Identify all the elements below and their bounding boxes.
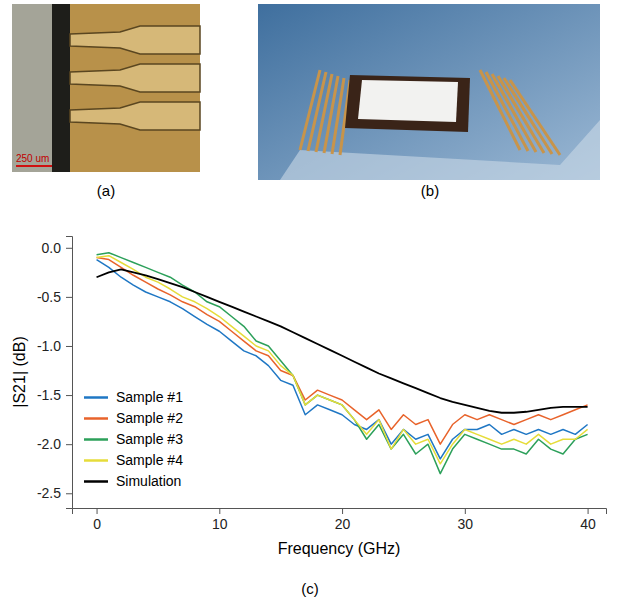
y-tick: 0.0 [42, 240, 72, 256]
legend-swatch [84, 459, 108, 462]
panel-label: (a) [97, 182, 115, 199]
photo-probe-trace [70, 26, 200, 54]
y-tick-mark [66, 395, 72, 396]
legend-label: Sample #1 [116, 389, 183, 405]
photo-background [258, 4, 600, 180]
y-axis-line [66, 237, 73, 509]
series-line [97, 256, 588, 464]
x-tick-label: 0 [93, 516, 101, 532]
photo-lead [316, 74, 332, 152]
y-axis-title: |S21| (dB) [11, 336, 28, 407]
y-tick-label: -2.0 [37, 436, 61, 452]
photo-lead [498, 76, 544, 153]
x-axis: 0 10 20 30 40 [73, 508, 607, 532]
x-tick: 30 [458, 508, 474, 532]
x-tick: 20 [335, 508, 351, 532]
figure: 250 um (a) (b) (c) 0 10 20 30 40 0.0 -0.5 -1.0 -1.5 -… [0, 0, 618, 603]
y-tick-label: -0.5 [37, 289, 61, 305]
legend-swatch [84, 396, 108, 399]
chart: 0 10 20 30 40 0.0 -0.5 -1.0 -1.5 -2.0 -2.5 Frequenc… [11, 237, 607, 558]
photo-lead [324, 76, 338, 153]
x-tick-label: 10 [212, 516, 228, 532]
y-tick: -1.5 [37, 387, 72, 403]
y-axis: 0.0 -0.5 -1.0 -1.5 -2.0 -2.5 [37, 237, 73, 509]
x-tick-mark [588, 508, 589, 514]
photo-lead [504, 78, 552, 154]
x-tick-mark [219, 508, 220, 514]
photo-background [12, 4, 200, 172]
legend-label: Sample #2 [116, 410, 183, 426]
plot-area [97, 253, 588, 474]
x-tick-label: 40 [580, 516, 596, 532]
x-tick: 0 [93, 508, 101, 532]
scale-bar [16, 165, 52, 167]
photo-package [345, 75, 470, 132]
y-tick-mark [66, 444, 72, 445]
y-tick-mark [66, 346, 72, 347]
photo-substrate [12, 4, 52, 172]
x-tick-mark [97, 508, 98, 514]
x-tick: 10 [212, 508, 228, 532]
photo-probe-trace [70, 64, 200, 92]
y-tick: -0.5 [37, 289, 72, 305]
y-tick-label: 0.0 [42, 240, 62, 256]
y-tick-mark [66, 493, 72, 494]
x-axis-title: Frequency (GHz) [278, 540, 401, 557]
legend-swatch [84, 417, 108, 420]
legend-label: Sample #3 [116, 431, 183, 447]
photo-probe-trace [70, 102, 200, 130]
photo-gap [52, 4, 70, 172]
scale-bar-label: 250 um [16, 153, 49, 164]
legend: Sample #1 Sample #2 Sample #3 Sample #4 Simu… [84, 389, 183, 489]
y-tick-mark [66, 297, 72, 298]
x-tick: 40 [580, 508, 596, 532]
y-tick: -2.5 [37, 485, 72, 501]
x-tick-mark [342, 508, 343, 514]
y-tick-label: -1.0 [37, 338, 61, 354]
x-tick-label: 30 [458, 516, 474, 532]
series-line [97, 269, 588, 412]
series-line [97, 258, 588, 445]
legend-swatch [84, 480, 108, 483]
photo-b [258, 4, 600, 180]
legend-label: Sample #4 [116, 452, 183, 468]
photo-chip [358, 80, 458, 122]
photo-lead [510, 80, 560, 155]
x-axis-line [73, 509, 607, 515]
y-tick: -2.0 [37, 436, 72, 452]
legend-swatch [84, 438, 108, 441]
y-tick: -1.0 [37, 338, 72, 354]
y-tick-mark [66, 248, 72, 249]
y-tick-label: -2.5 [37, 485, 61, 501]
x-tick-mark [465, 508, 466, 514]
y-tick-label: -1.5 [37, 387, 61, 403]
panel-label: (b) [421, 182, 439, 199]
panel-label: (c) [301, 580, 319, 597]
series-line [97, 253, 588, 474]
legend-label: Simulation [116, 473, 181, 489]
x-tick-label: 20 [335, 516, 351, 532]
photo-a: 250 um [12, 4, 200, 172]
